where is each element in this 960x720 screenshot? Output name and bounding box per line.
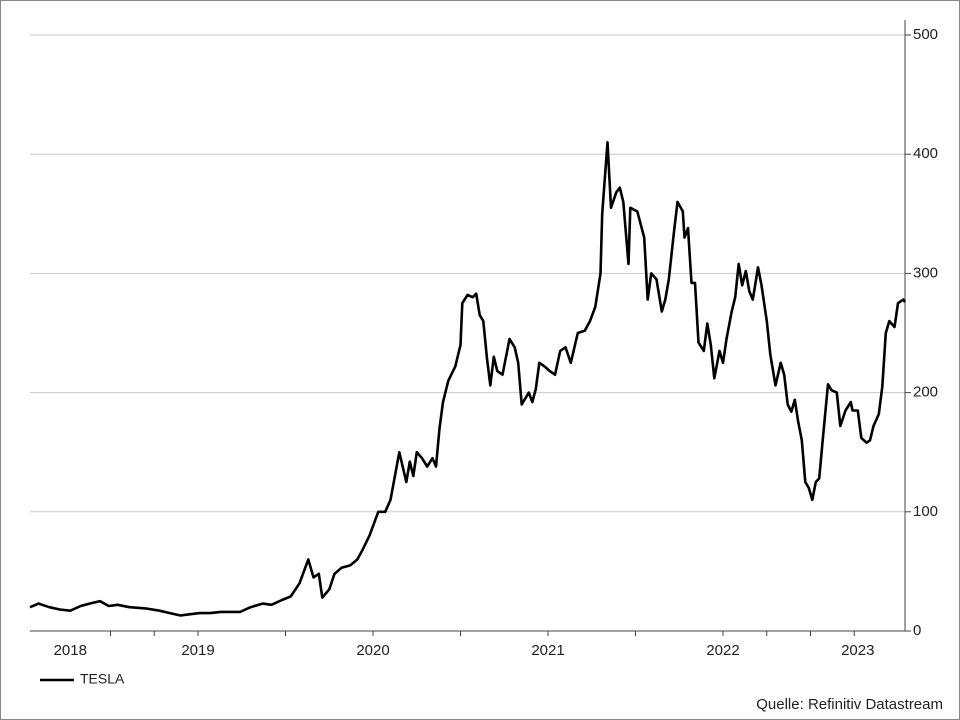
- x-tick-label: 2018: [54, 642, 87, 659]
- y-tick-label: 300: [913, 264, 938, 281]
- y-tick-label: 100: [913, 503, 938, 520]
- line-series: [29, 141, 907, 617]
- x-tick-label: 2021: [531, 642, 564, 659]
- legend-label: TESLA: [80, 671, 125, 687]
- source-note: Quelle: Refinitiv Datastream: [756, 696, 943, 713]
- x-tick-label: 2020: [356, 642, 389, 659]
- x-tick-label: 2019: [181, 642, 214, 659]
- y-tick-label: 400: [913, 145, 938, 162]
- y-tick-label: 200: [913, 384, 938, 401]
- x-tick-label: 2022: [706, 642, 739, 659]
- y-tick-label: 0: [913, 622, 921, 639]
- x-tick-label: 2023: [841, 642, 874, 659]
- y-tick-label: 500: [913, 26, 938, 43]
